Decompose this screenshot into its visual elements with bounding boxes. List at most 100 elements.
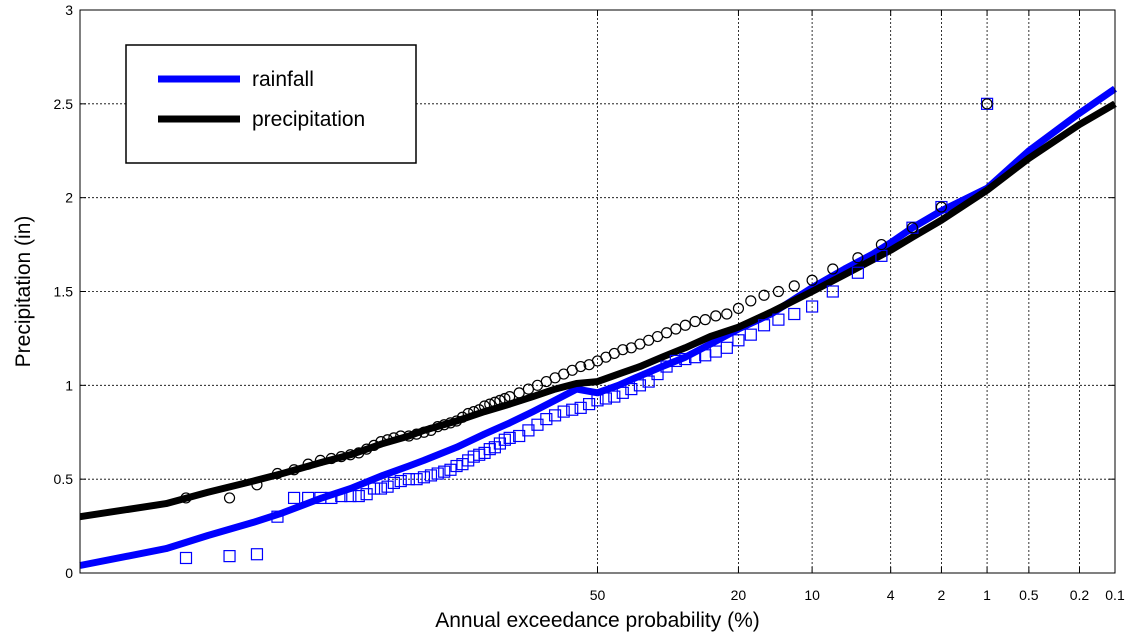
- legend-box: [125, 44, 417, 164]
- precipitation-point: [403, 430, 415, 442]
- observation-markers: [179, 97, 994, 565]
- precipitation-point: [456, 411, 469, 423]
- y-tick-label: 0.5: [54, 471, 74, 487]
- precipitation-point: [368, 439, 380, 451]
- y-tick-label: 2: [65, 190, 73, 206]
- x-tick-label: 0.5: [1019, 587, 1039, 603]
- rainfall-point: [772, 313, 785, 326]
- precipitation-point: [489, 396, 501, 408]
- precipitation-point: [906, 222, 919, 234]
- y-tick-label: 1: [65, 377, 73, 393]
- rainfall-point: [271, 510, 284, 523]
- rainfall-point: [335, 489, 348, 503]
- rainfall-point: [374, 482, 388, 495]
- precipitation-point: [381, 434, 394, 446]
- precipitation-point: [438, 419, 450, 431]
- precipitation-point: [699, 314, 711, 326]
- precipitation-point: [388, 432, 400, 444]
- rainfall-point: [720, 341, 733, 354]
- rainfall-point: [431, 467, 444, 480]
- precipitation-point: [223, 492, 236, 504]
- rainfall-point: [540, 413, 553, 426]
- y-tick-label: 3: [65, 2, 73, 18]
- rainfall-point: [325, 491, 338, 505]
- precipitation-point: [468, 406, 480, 418]
- precipitation-point: [935, 201, 948, 213]
- precipitation-point: [660, 327, 673, 339]
- rainfall-point: [616, 386, 629, 399]
- precipitation-point: [484, 398, 496, 410]
- rainfall-point: [788, 307, 801, 321]
- rainfall-point: [417, 471, 431, 484]
- rainfall-point: [875, 249, 888, 262]
- legend-label-rainfall: rainfall: [252, 68, 314, 91]
- precipitation-point: [875, 238, 888, 251]
- precipitation-point: [852, 252, 864, 264]
- legend-label-precipitation: precipitation: [252, 108, 365, 131]
- rainfall-point: [402, 473, 415, 486]
- rainfall-point: [381, 480, 394, 493]
- rainfall-point: [669, 354, 682, 368]
- precipitation-point: [575, 360, 587, 373]
- rainfall-point: [826, 285, 839, 298]
- precipitation-point: [344, 449, 356, 461]
- precipitation-point: [758, 289, 770, 301]
- x-tick-label: 2: [938, 587, 946, 603]
- x-tick-label: 0.1: [1105, 587, 1125, 603]
- grid-lines: [80, 10, 1116, 573]
- precipitation-point: [745, 295, 757, 307]
- rainfall-point: [851, 266, 864, 279]
- tick-labels: 0 0.5 1 1.5 2 2.5 3 50 20 10 4 2 1 0.5 0.2 0.1: [54, 2, 1125, 603]
- rainfall-point: [806, 300, 819, 313]
- rainfall-point: [438, 465, 451, 478]
- rainfall-point: [651, 367, 664, 381]
- precipitation-point: [827, 263, 839, 275]
- precipitation-point: [432, 421, 444, 433]
- precipitation-point: [617, 344, 629, 356]
- rainfall-point: [394, 474, 407, 488]
- rainfall-point: [410, 473, 423, 486]
- axis-ticks: [80, 9, 1116, 574]
- precipitation-point: [788, 280, 800, 292]
- precipitation-point: [444, 417, 457, 429]
- rainfall-point: [302, 491, 315, 505]
- precipitation-point: [504, 390, 516, 403]
- rainfall-point: [387, 476, 400, 490]
- rainfall-point: [608, 390, 621, 403]
- precipitation-point: [981, 98, 993, 110]
- rainfall-point: [566, 403, 579, 416]
- rainfall-point: [689, 351, 702, 364]
- precipitation-point: [450, 415, 463, 427]
- rainfall-point: [548, 409, 562, 422]
- rainfall-point: [498, 433, 511, 446]
- rainfall-point: [633, 379, 647, 392]
- rainfall-point: [574, 401, 587, 414]
- precipitation-point: [721, 308, 733, 320]
- rainfall-point: [757, 319, 771, 332]
- rainfall-point: [591, 394, 604, 407]
- rainfall-point: [583, 398, 596, 411]
- y-tick-label: 2.5: [54, 96, 74, 112]
- x-axis-title: Annual exceedance probability (%): [435, 609, 760, 632]
- precipitation-point: [772, 285, 785, 298]
- rainfall-point: [599, 392, 612, 405]
- rainfall-point: [503, 431, 516, 444]
- x-tick-label: 0.2: [1070, 587, 1090, 603]
- y-axis-title: Precipitation (in): [12, 216, 35, 368]
- precipitation-point: [499, 392, 511, 405]
- precipitation-point: [180, 492, 192, 504]
- rainfall-point: [287, 491, 301, 505]
- rainfall-point: [179, 551, 193, 565]
- precipitation-point: [679, 319, 691, 331]
- precipitation-point: [425, 424, 437, 436]
- rainfall-point: [625, 382, 638, 396]
- x-tick-label: 50: [590, 587, 606, 603]
- precipitation-point: [271, 467, 284, 480]
- precipitation-point: [478, 400, 491, 412]
- rainfall-point: [732, 334, 745, 347]
- rainfall-point: [744, 328, 757, 341]
- rainfall-point: [424, 469, 438, 482]
- precipitation-point: [806, 274, 818, 286]
- precipitation-point: [314, 454, 327, 466]
